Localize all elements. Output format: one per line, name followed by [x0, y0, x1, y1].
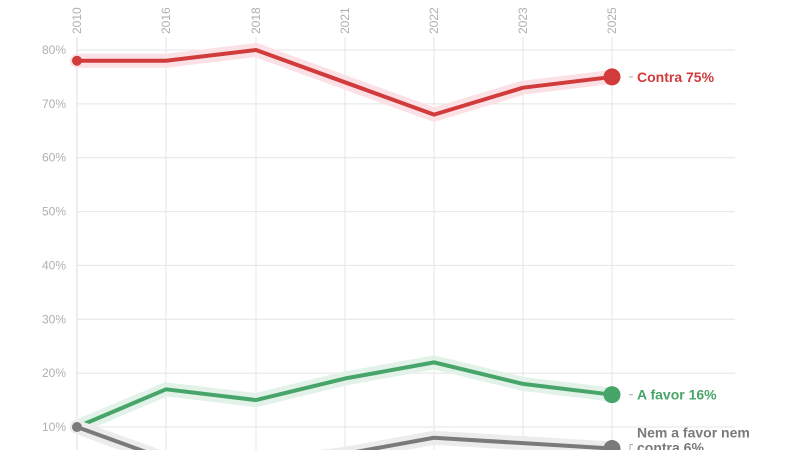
series-line — [75, 48, 614, 117]
x-tick-label: 2010 — [70, 7, 84, 34]
y-tick-label: 60% — [42, 151, 66, 165]
x-tick-label: 2021 — [338, 7, 352, 34]
x-tick-label: 2022 — [427, 7, 441, 34]
y-tick-label: 40% — [42, 258, 66, 272]
x-tick-label: 2025 — [605, 7, 619, 34]
series-end-point — [603, 68, 621, 86]
x-tick-label: 2016 — [159, 7, 173, 34]
end-label: Contra 75% — [637, 69, 715, 85]
series-line — [75, 360, 614, 429]
y-tick-label: 70% — [42, 97, 66, 111]
x-tick-label: 2023 — [516, 7, 530, 34]
y-tick-label: 20% — [42, 366, 66, 380]
x-tick-label: 2018 — [249, 7, 263, 34]
end-label-connector — [629, 444, 633, 450]
y-axis: 10% 20% 30% 40% 50% 60% 70% 80% — [42, 43, 66, 434]
y-tick-label: 30% — [42, 312, 66, 326]
y-tick-label: 50% — [42, 205, 66, 219]
end-labels: Contra 75% A favor 16% Nem a favor nem cont… — [629, 69, 750, 450]
end-label: Nem a favor nem contra 6% — [637, 425, 750, 450]
end-label: A favor 16% — [637, 387, 717, 403]
y-tick-label: 10% — [42, 420, 66, 434]
series-end-point — [603, 440, 621, 450]
series-line — [75, 425, 614, 450]
end-label-line: contra 6% — [637, 440, 704, 450]
series-start-point — [72, 422, 82, 432]
series-end-point — [603, 386, 621, 404]
end-label-line: Nem a favor nem — [637, 425, 750, 441]
series-lines — [70, 43, 621, 450]
y-tick-label: 80% — [42, 43, 66, 57]
series-start-point — [72, 55, 82, 66]
x-axis: 2010 2016 2018 2021 2022 2023 2025 — [70, 7, 619, 34]
